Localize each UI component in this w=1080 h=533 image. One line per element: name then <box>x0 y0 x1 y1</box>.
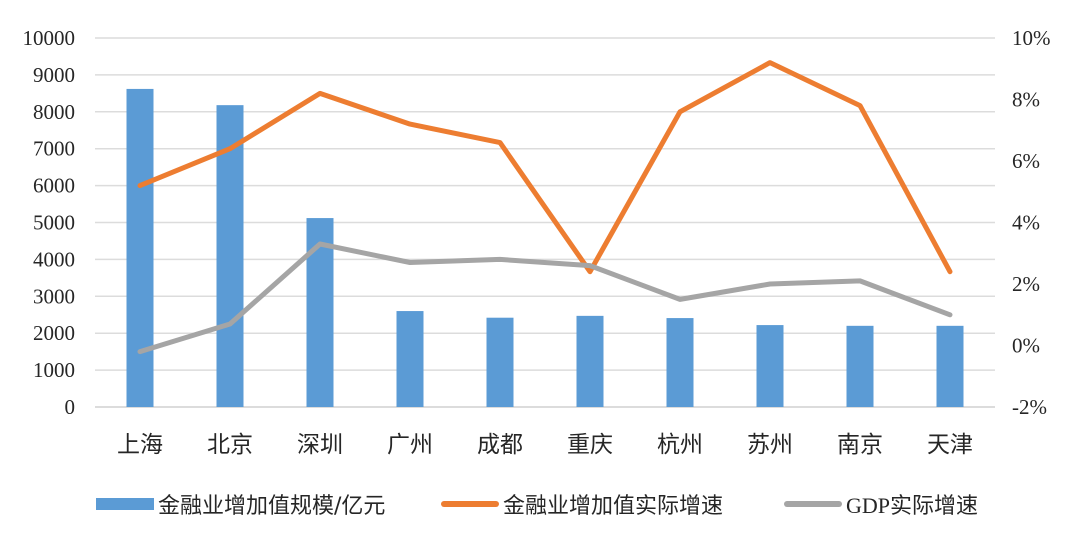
right-axis-ticks: -2% 0% 2% 4% 6% 8% 10% <box>1012 26 1051 419</box>
right-tick-label: 10% <box>1012 26 1051 50</box>
left-tick-label: 3000 <box>33 284 75 308</box>
left-tick-label: 9000 <box>33 63 75 87</box>
left-tick-label: 2000 <box>33 321 75 345</box>
bar <box>756 325 784 407</box>
bar <box>936 325 964 407</box>
bar-swatch-icon <box>96 498 154 510</box>
left-tick-label: 4000 <box>33 247 75 271</box>
category-label: 苏州 <box>747 432 793 458</box>
line-series-group <box>137 60 953 355</box>
bar <box>126 88 154 407</box>
right-tick-label: 4% <box>1012 211 1040 235</box>
left-tick-label: 10000 <box>23 26 76 50</box>
left-tick-label: 1000 <box>33 358 75 382</box>
left-tick-label: 7000 <box>33 137 75 161</box>
line-financial-growth <box>137 60 953 275</box>
bar <box>396 311 424 407</box>
x-axis-category-labels: 上海 北京 深圳 广州 成都 重庆 杭州 苏州 南京 天津 <box>117 432 973 458</box>
category-label: 深圳 <box>297 432 343 458</box>
category-label: 成都 <box>477 432 523 458</box>
category-label: 重庆 <box>567 432 613 458</box>
category-label: 南京 <box>837 432 883 458</box>
line-swatch-icon <box>441 501 499 507</box>
legend-item-financial-scale: 金融业增加值规模/亿元 <box>96 484 385 524</box>
category-label: 杭州 <box>657 432 703 458</box>
legend-item-gdp-growth: GDP实际增速 <box>784 484 978 524</box>
bar <box>666 318 694 407</box>
left-axis-ticks: 0 1000 2000 3000 4000 5000 6000 7000 8000 9000 100… <box>23 26 76 419</box>
legend-label: 金融业增加值规模/亿元 <box>158 494 386 519</box>
right-tick-label: 0% <box>1012 334 1040 358</box>
category-label: 广州 <box>387 432 433 458</box>
category-label: 天津 <box>927 432 973 458</box>
left-tick-label: 6000 <box>33 174 75 198</box>
bar <box>486 317 514 407</box>
gridlines <box>95 37 995 408</box>
left-tick-label: 5000 <box>33 211 75 235</box>
left-tick-label: 8000 <box>33 100 75 124</box>
category-label: 北京 <box>207 432 253 458</box>
category-label: 上海 <box>117 432 163 458</box>
line-swatch-icon <box>784 501 842 507</box>
legend-label: 金融业增加值实际增速 <box>503 494 724 519</box>
left-tick-label: 0 <box>65 395 76 419</box>
right-tick-label: 6% <box>1012 149 1040 173</box>
bar <box>216 105 244 408</box>
chart-legend: 金融业增加值规模/亿元 金融业增加值实际增速 GDP实际增速 <box>0 484 1080 524</box>
bar <box>846 325 874 407</box>
right-tick-label: 2% <box>1012 272 1040 296</box>
right-tick-label: 8% <box>1012 88 1040 112</box>
bar-series-financial-value-added <box>126 88 964 408</box>
right-tick-label: -2% <box>1012 395 1047 419</box>
legend-item-financial-growth: 金融业增加值实际增速 <box>441 484 723 524</box>
legend-label: GDP实际增速 <box>846 493 979 518</box>
line-gdp-growth <box>137 241 953 355</box>
bar <box>576 315 604 407</box>
